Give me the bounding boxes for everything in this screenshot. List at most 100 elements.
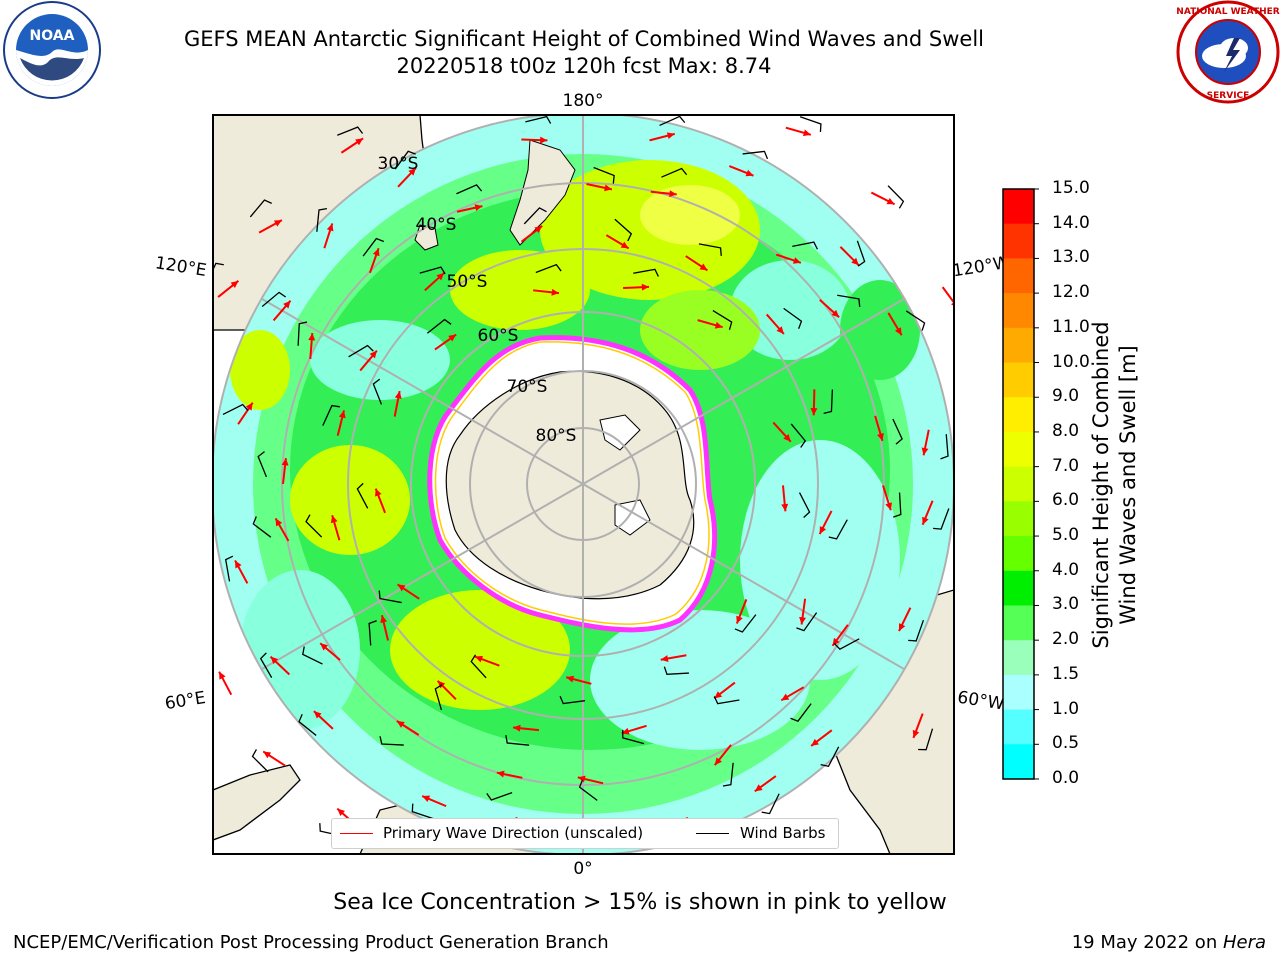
colorbar-tick-label: 6.0 [1052, 490, 1080, 511]
wind-barb [470, 654, 487, 679]
noaa-logo: NOAA [3, 1, 101, 99]
svg-text:NATIONAL WEATHER: NATIONAL WEATHER [1176, 7, 1279, 17]
wave-arrow-head [281, 458, 289, 466]
colorbar-block [1003, 466, 1034, 502]
wind-barb [823, 389, 834, 414]
wave-arrow-head [745, 169, 754, 177]
wind-barb [224, 555, 234, 582]
wave-arrow-head [604, 184, 612, 192]
wave-arrow-head [877, 432, 884, 441]
wave-arrow-head [355, 138, 364, 146]
wave-arrow-head [338, 410, 346, 419]
wave-arrow-head [781, 693, 790, 701]
legend-wave-label: Primary Wave Direction (unscaled) [383, 824, 644, 842]
wave-arrow-head [851, 257, 859, 266]
wind-barb [698, 243, 722, 256]
wave-arrow-head [375, 488, 382, 497]
colorbar-frame [1002, 188, 1035, 780]
colorbar-tick-label: 12.0 [1052, 282, 1090, 303]
wind-barb [378, 590, 402, 604]
wind-barb [712, 310, 733, 330]
wind-barb [261, 291, 287, 307]
wave-arrow-head [922, 516, 929, 525]
wave-arrow-head [799, 616, 807, 625]
lon-label-60e: 60°E [163, 688, 207, 714]
wind-barb [908, 619, 925, 642]
wave-arrow-head [235, 560, 242, 569]
nws-logo: NATIONAL WEATHER SERVICE [1176, 0, 1280, 104]
wind-barb [722, 762, 734, 787]
wave-arrow-head [230, 280, 239, 289]
wind-barb [305, 514, 323, 538]
wind-barb [486, 792, 513, 801]
wave-arrow-head [783, 433, 791, 442]
colorbar-block [1003, 709, 1034, 745]
chart-title: GEFS MEAN Antarctic Significant Height o… [183, 27, 985, 51]
wave-arrow-head [436, 272, 445, 281]
wind-barb [663, 666, 689, 675]
chart-subtitle: 20220518 t00z 120h fcst Max: 8.74 [396, 54, 772, 78]
wave-arrow-head [283, 300, 291, 309]
wind-barb [828, 519, 848, 540]
wind-barb [322, 404, 340, 426]
svg-text:SERVICE: SERVICE [1207, 91, 1250, 101]
legend: Primary Wave Direction (unscaled) Wind B… [331, 818, 839, 849]
wave-arrow-head [620, 241, 629, 249]
wind-barb [593, 166, 615, 184]
wind-barb [249, 199, 272, 218]
wind-barb [302, 646, 323, 665]
wind-barb [394, 150, 416, 170]
wave-arrow-head [885, 502, 892, 511]
wave-arrow-head [474, 204, 483, 212]
wind-barb [426, 318, 452, 334]
wind-barb [659, 115, 686, 127]
wave-arrow-head [263, 751, 272, 759]
caption: Sea Ice Concentration > 15% is shown in … [333, 890, 947, 915]
colorbar-block [1003, 605, 1034, 641]
colorbar-block [1003, 674, 1034, 711]
wave-arrow-head [736, 615, 743, 624]
colorbar-tick-label: 0.0 [1052, 768, 1080, 788]
colorbar-tick-label: 10.0 [1052, 351, 1090, 372]
wind-barb [362, 237, 385, 257]
colorbar-block [1003, 327, 1034, 364]
wave-arrow-head [811, 738, 819, 746]
footer-credit: NCEP/EMC/Verification Post Processing Pr… [13, 932, 609, 953]
colorbar-block [1003, 223, 1034, 259]
svg-text:NOAA: NOAA [30, 28, 75, 44]
footer-date: 19 May 2022 on Hera [1071, 932, 1266, 953]
wave-arrow-head [921, 447, 929, 456]
wave-arrow-head [320, 643, 328, 651]
colorbar-block [1003, 744, 1034, 780]
colorbar-tick-label: 9.0 [1052, 386, 1080, 407]
wind-barb [933, 508, 950, 530]
wave-arrow-head [776, 326, 784, 334]
wave-arrow-head [792, 257, 801, 264]
lat-label-60s: 60°S [478, 326, 519, 346]
wave-arrow-head [337, 808, 345, 817]
wave-arrow-head [397, 584, 406, 592]
lat-label-50s: 50°S [447, 272, 488, 292]
wind-barb [905, 310, 926, 331]
wind-barb [790, 703, 812, 722]
wave-arrow-head [621, 727, 630, 735]
colorbar-tick-label: 0.5 [1052, 733, 1080, 754]
wave-arrow-head [540, 136, 548, 144]
lat-label-80s: 80°S [536, 426, 577, 446]
wave-arrow-head [577, 775, 586, 783]
wave-arrow [941, 286, 954, 305]
wind-barb [856, 240, 866, 267]
colorbar-block [1003, 189, 1034, 225]
wave-arrow-head [781, 503, 789, 512]
wind-barb [790, 423, 807, 448]
wind-barb [356, 482, 369, 509]
wave-arrow-head [699, 263, 708, 271]
wind-barb [252, 516, 272, 538]
wind-barb [614, 218, 633, 242]
wind-barb [742, 150, 769, 160]
wave-arrow-head [326, 223, 334, 232]
wind-barb [892, 418, 903, 445]
colorbar-block [1003, 431, 1034, 468]
wind-barb [337, 126, 364, 136]
